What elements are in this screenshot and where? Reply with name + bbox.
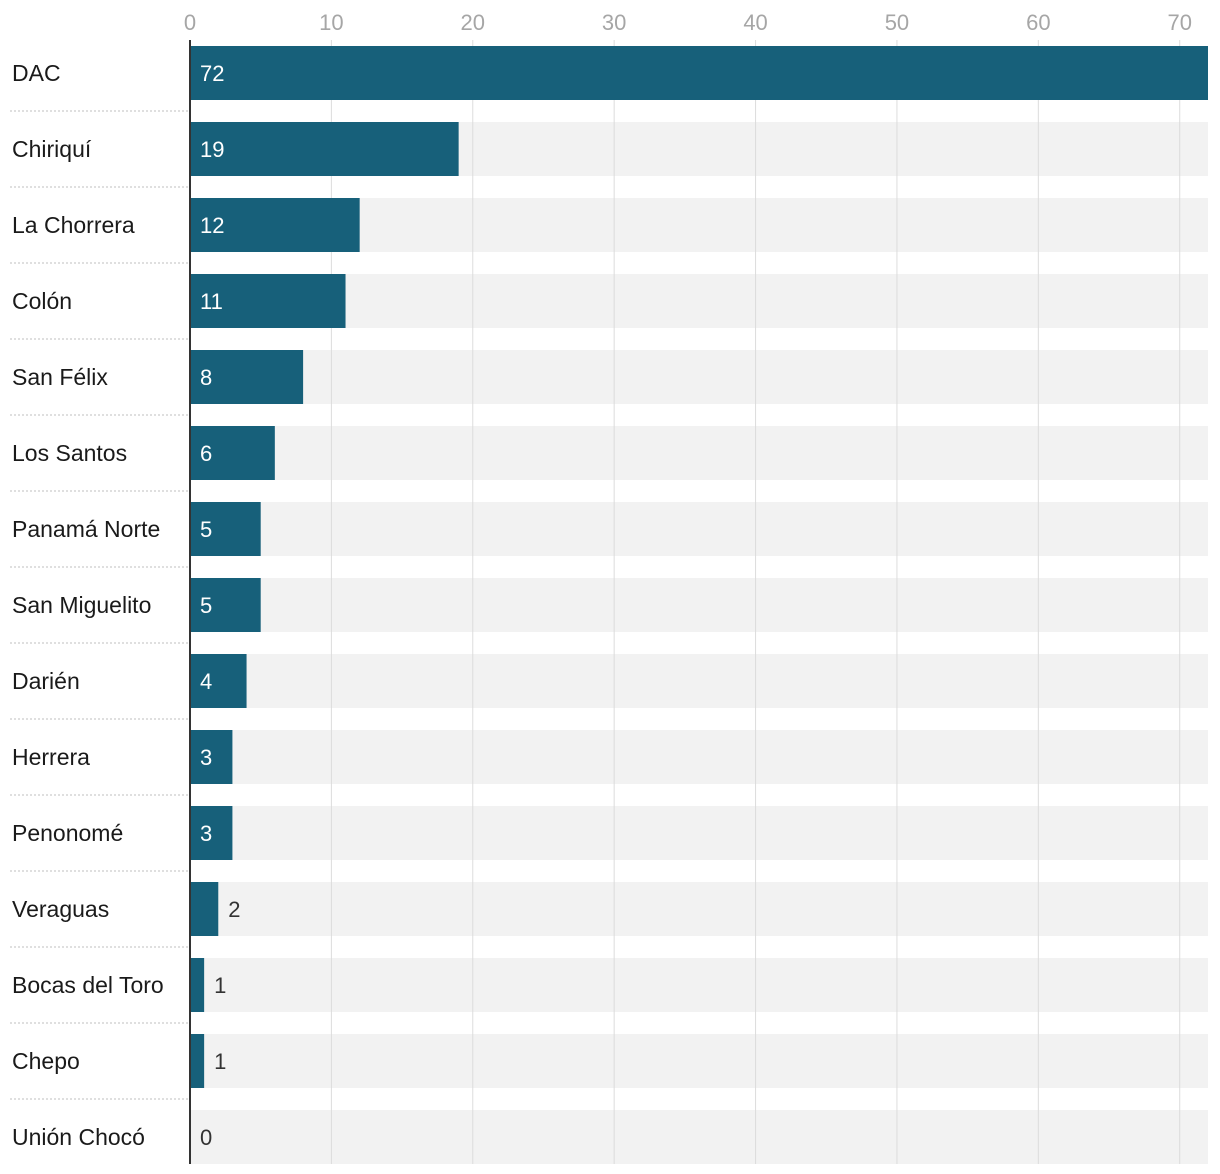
category-label: San Miguelito <box>12 592 151 618</box>
bar <box>190 654 247 708</box>
value-label: 5 <box>200 593 212 618</box>
bar <box>190 198 360 252</box>
value-label: 8 <box>200 365 212 390</box>
value-label: 3 <box>200 821 212 846</box>
bar <box>190 274 346 328</box>
bars <box>190 46 1208 1088</box>
value-label: 5 <box>200 517 212 542</box>
category-label: San Félix <box>12 364 108 390</box>
bar <box>190 502 261 556</box>
category-label: Bocas del Toro <box>12 972 164 998</box>
category-labels: DAC Chiriquí La Chorrera Colón San Félix Los … <box>12 60 164 1150</box>
category-label: Herrera <box>12 744 90 770</box>
bar-track <box>190 806 1208 860</box>
value-label: 2 <box>228 897 240 922</box>
category-label: Darién <box>12 668 80 694</box>
x-tick-label: 50 <box>885 10 909 35</box>
bar <box>190 426 275 480</box>
bar <box>190 578 261 632</box>
value-label: 0 <box>200 1125 212 1150</box>
bar-track <box>190 958 1208 1012</box>
bar <box>190 806 233 860</box>
bar-track <box>190 730 1208 784</box>
category-label: Panamá Norte <box>12 516 160 542</box>
bar-track <box>190 654 1208 708</box>
bar <box>190 882 219 936</box>
bar-track <box>190 1110 1208 1164</box>
bar <box>190 958 205 1012</box>
x-tick-label: 20 <box>461 10 485 35</box>
category-label: DAC <box>12 60 61 86</box>
bar-track <box>190 502 1208 556</box>
value-label: 1 <box>214 1049 226 1074</box>
bar-track <box>190 1034 1208 1088</box>
bar <box>190 730 233 784</box>
bar <box>190 350 304 404</box>
x-tick-label: 60 <box>1026 10 1050 35</box>
x-tick-label: 30 <box>602 10 626 35</box>
value-label: 12 <box>200 213 224 238</box>
x-axis-ticks: 0 10 20 30 40 50 60 70 <box>184 10 1192 35</box>
x-tick-label: 70 <box>1167 10 1191 35</box>
category-label: Chepo <box>12 1048 80 1074</box>
x-tick-label: 0 <box>184 10 196 35</box>
row-separators <box>10 110 190 1100</box>
bar <box>190 122 459 176</box>
category-label: Chiriquí <box>12 136 92 162</box>
bar-track <box>190 882 1208 936</box>
bar <box>190 1034 205 1088</box>
bar-track <box>190 350 1208 404</box>
category-label: Colón <box>12 288 72 314</box>
category-label: La Chorrera <box>12 212 135 238</box>
category-label: Veraguas <box>12 896 109 922</box>
value-label: 72 <box>200 61 224 86</box>
category-label: Penonomé <box>12 820 123 846</box>
value-label: 6 <box>200 441 212 466</box>
category-label: Unión Chocó <box>12 1124 145 1150</box>
x-tick-label: 10 <box>319 10 343 35</box>
category-label: Los Santos <box>12 440 127 466</box>
value-label: 19 <box>200 137 224 162</box>
value-label: 3 <box>200 745 212 770</box>
bar-track <box>190 426 1208 480</box>
bar-track <box>190 578 1208 632</box>
value-label: 4 <box>200 669 212 694</box>
x-tick-label: 40 <box>743 10 767 35</box>
value-label: 1 <box>214 973 226 998</box>
bar <box>190 46 1208 100</box>
value-label: 11 <box>200 289 223 314</box>
